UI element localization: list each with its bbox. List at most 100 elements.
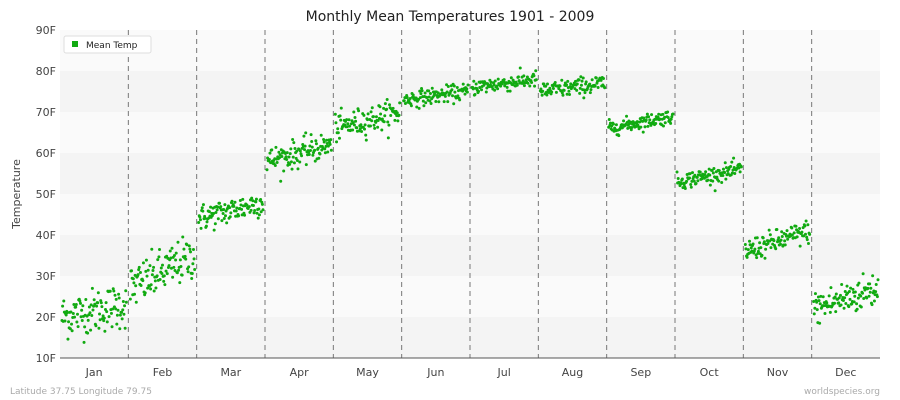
data-point [805, 238, 809, 242]
data-point [198, 215, 202, 219]
data-point [354, 119, 358, 123]
data-point [373, 126, 377, 130]
data-point [273, 163, 277, 167]
data-point [641, 130, 645, 134]
data-point [764, 247, 768, 251]
data-point [775, 227, 779, 231]
data-point [777, 236, 781, 240]
data-point [245, 203, 249, 207]
data-point [158, 278, 162, 281]
data-point [366, 118, 369, 122]
data-point [429, 101, 433, 105]
data-point [157, 255, 161, 259]
data-point [579, 75, 583, 79]
data-point [553, 81, 557, 85]
data-point [216, 205, 220, 209]
chart-title: Monthly Mean Temperatures 1901 - 2009 [306, 9, 595, 25]
data-point [133, 292, 136, 296]
data-point [370, 106, 374, 110]
data-point [821, 295, 825, 299]
data-point [688, 172, 692, 176]
data-point [396, 119, 400, 123]
data-point [840, 282, 844, 286]
data-point [471, 87, 475, 91]
x-tick-label: Aug [562, 366, 583, 379]
data-point [409, 104, 413, 108]
data-point [360, 129, 364, 133]
footer-source: worldspecies.org [804, 387, 880, 397]
data-point [209, 205, 213, 209]
data-point [868, 282, 872, 286]
data-point [114, 297, 118, 301]
y-tick-label: 80F [36, 65, 56, 78]
data-point [557, 87, 561, 91]
data-point [524, 78, 528, 82]
data-point [163, 283, 167, 287]
data-point [207, 210, 211, 214]
data-point [153, 279, 157, 283]
data-point [800, 230, 804, 234]
data-point [103, 329, 107, 333]
data-point [700, 177, 704, 181]
data-point [707, 167, 711, 171]
data-point [698, 170, 702, 174]
data-point [80, 319, 84, 323]
data-point [421, 99, 425, 103]
data-point [117, 296, 121, 300]
data-point [132, 281, 136, 285]
data-point [645, 112, 649, 116]
data-point [853, 290, 857, 294]
data-point [212, 228, 216, 232]
data-point [466, 83, 470, 87]
data-point [260, 202, 264, 206]
data-point [599, 78, 603, 82]
data-point [785, 229, 789, 233]
data-point [838, 293, 842, 297]
data-point [528, 84, 532, 88]
data-point [201, 203, 205, 207]
data-point [733, 172, 737, 175]
data-point [767, 228, 771, 232]
data-point [389, 113, 393, 117]
data-point [533, 84, 537, 88]
data-point [663, 115, 667, 119]
data-point [364, 133, 368, 137]
data-point [357, 109, 361, 113]
data-point [819, 294, 823, 298]
data-points [60, 66, 880, 344]
data-point [285, 151, 289, 155]
data-point [646, 124, 650, 128]
data-point [255, 211, 259, 215]
data-point [508, 89, 512, 93]
data-point [63, 319, 67, 323]
data-point [134, 284, 138, 288]
data-point [336, 131, 340, 135]
y-axis-label: Temperature [10, 159, 23, 230]
data-point [732, 156, 736, 160]
data-point [372, 123, 376, 127]
data-point [415, 105, 419, 109]
data-point [669, 121, 673, 125]
data-point [366, 112, 370, 116]
data-point [162, 279, 166, 283]
data-point [383, 102, 387, 106]
data-point [480, 88, 484, 92]
data-point [818, 302, 822, 306]
data-point [169, 266, 173, 270]
data-point [329, 148, 333, 152]
data-point [177, 268, 181, 272]
data-point [534, 78, 538, 82]
data-point [213, 222, 217, 226]
data-point [174, 258, 178, 262]
data-point [186, 270, 190, 274]
data-point [503, 84, 507, 88]
data-point [123, 304, 127, 308]
data-point [577, 78, 581, 82]
data-point [98, 312, 102, 316]
data-point [472, 79, 476, 83]
data-point [596, 85, 600, 89]
y-tick-label: 70F [36, 106, 56, 119]
x-tick-label: Jun [426, 366, 444, 379]
data-point [755, 256, 759, 260]
data-point [588, 91, 592, 95]
